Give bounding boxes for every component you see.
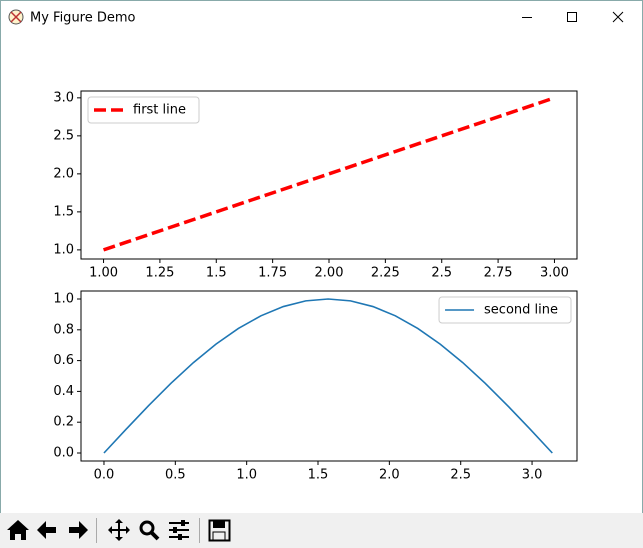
y-tick-label: 2.5	[53, 128, 74, 143]
axes-frame	[80, 290, 578, 462]
app-icon-mark	[10, 11, 22, 23]
zoom-handle	[149, 530, 160, 541]
zoom-button[interactable]	[139, 520, 160, 541]
forward-button[interactable]	[69, 521, 88, 539]
x-tick-label: 3.00	[540, 266, 569, 281]
y-tick-label: 0.4	[53, 384, 74, 399]
x-tick-label: 2.5	[431, 266, 452, 281]
pan-button[interactable]	[108, 519, 130, 541]
x-tick-label: 2.00	[315, 266, 344, 281]
slider-knob	[173, 527, 177, 533]
x-tick-label: 1.5	[206, 266, 227, 281]
legend-box	[87, 96, 200, 124]
y-tick-label: 1.0	[53, 292, 74, 307]
legend-box	[438, 296, 572, 324]
home-button[interactable]	[7, 520, 29, 540]
axes: 1.00 1.25 1.5 1.75 2.00 2.25 2.5 2.75 3.00 1.0 1.5…	[53, 90, 578, 281]
data-line	[102, 96, 556, 252]
x-tick-label: 1.5	[308, 468, 329, 483]
axes: 0.0 0.5 1.0 1.5 2.0 2.5 3.0 0.0 0.2 0.4 0.6 0.8 1.0 s…	[53, 290, 578, 483]
maximize-button[interactable]	[567, 12, 577, 22]
y-tick-label: 0.8	[53, 322, 74, 337]
axes-frame	[80, 90, 578, 260]
legend: first line	[87, 96, 200, 124]
slider-knob	[178, 534, 182, 540]
x-tick-label: 1.00	[89, 266, 118, 281]
back-button[interactable]	[37, 521, 56, 539]
x-tick-label: 2.5	[450, 468, 471, 483]
slider-knob	[181, 520, 185, 526]
x-tick-label: 2.75	[484, 266, 513, 281]
x-tick-label: 1.0	[236, 468, 257, 483]
y-tick-label: 3.0	[53, 90, 74, 105]
x-tick-label: 0.5	[165, 468, 186, 483]
x-tick-label: 0.0	[94, 468, 115, 483]
y-tick-label: 1.0	[53, 242, 74, 257]
y-tick-label: 0.0	[53, 445, 74, 460]
x-tick-label: 2.25	[371, 266, 400, 281]
save-button[interactable]	[208, 519, 231, 542]
save-icon-label	[213, 521, 225, 528]
zoom-lens	[139, 520, 155, 536]
save-icon-slot	[212, 531, 226, 541]
legend: second line	[438, 296, 572, 324]
x-tick-label: 3.0	[522, 468, 543, 483]
title-bar: My Figure Demo	[8, 9, 624, 26]
y-tick-label: 0.6	[53, 353, 74, 368]
window-title: My Figure Demo	[30, 11, 136, 26]
x-tick-label: 1.25	[145, 266, 174, 281]
x-tick-label: 2.0	[379, 468, 400, 483]
toolbar	[0, 513, 643, 548]
y-tick-label: 2.0	[53, 166, 74, 181]
legend-label: second line	[484, 303, 558, 318]
toolbar-background	[0, 513, 643, 548]
close-button[interactable]	[612, 11, 624, 23]
configure-button[interactable]	[169, 520, 189, 540]
x-tick-label: 1.75	[258, 266, 287, 281]
y-tick-label: 1.5	[53, 204, 74, 219]
y-tick-label: 0.2	[53, 415, 74, 430]
data-line	[103, 298, 553, 454]
legend-label: first line	[133, 103, 186, 118]
